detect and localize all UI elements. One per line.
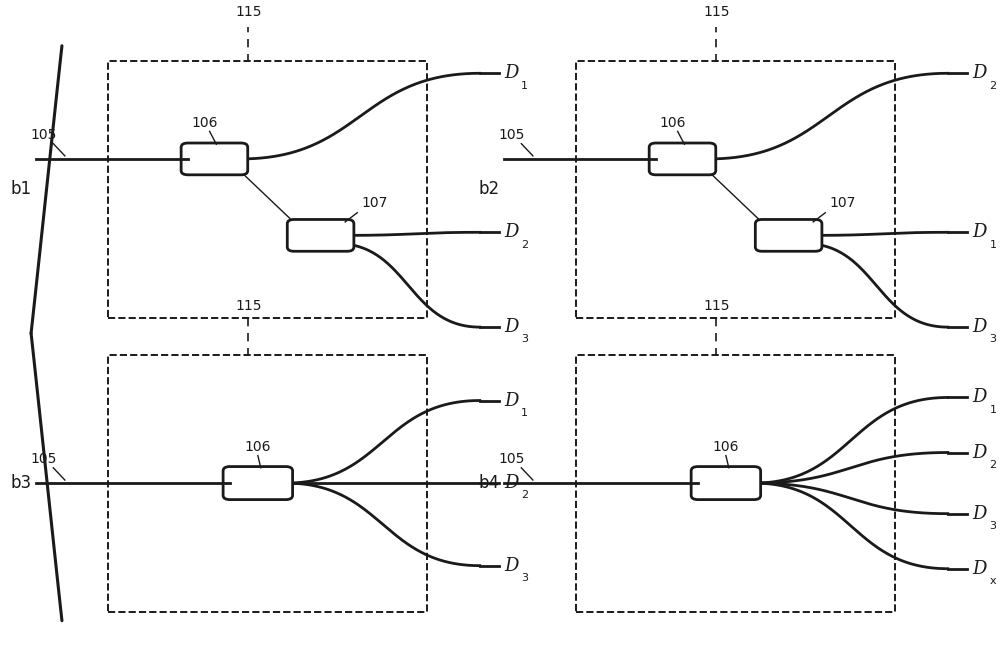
Text: 3: 3 [989, 335, 996, 344]
Text: b4: b4 [479, 474, 500, 492]
Text: 105: 105 [498, 452, 525, 466]
Text: D: D [972, 65, 986, 82]
Text: D: D [504, 224, 518, 242]
Text: b2: b2 [479, 180, 500, 198]
Text: 106: 106 [660, 116, 686, 130]
Text: D: D [972, 505, 986, 523]
FancyBboxPatch shape [649, 143, 716, 175]
Text: b3: b3 [11, 474, 32, 492]
Text: b1: b1 [11, 180, 32, 198]
Text: 1: 1 [521, 408, 528, 418]
FancyBboxPatch shape [181, 143, 248, 175]
Text: 1: 1 [989, 405, 996, 415]
Text: 115: 115 [703, 5, 729, 19]
Text: 105: 105 [498, 128, 525, 141]
Text: 2: 2 [989, 81, 996, 90]
Text: 115: 115 [703, 299, 729, 313]
FancyBboxPatch shape [691, 466, 761, 499]
Text: 106: 106 [192, 116, 218, 130]
Text: D: D [972, 318, 986, 336]
Text: 3: 3 [989, 521, 996, 531]
Text: 105: 105 [30, 452, 57, 466]
Text: D: D [504, 557, 518, 575]
Text: 115: 115 [235, 5, 261, 19]
Text: D: D [504, 65, 518, 82]
Text: 106: 106 [713, 440, 739, 453]
Text: 3: 3 [521, 573, 528, 583]
Text: 1: 1 [989, 240, 996, 249]
Text: 1: 1 [521, 81, 528, 90]
Text: D: D [972, 559, 986, 578]
Text: 105: 105 [30, 128, 57, 141]
Text: D: D [504, 474, 518, 492]
Text: 107: 107 [829, 196, 856, 211]
Text: 107: 107 [361, 196, 387, 211]
Text: 2: 2 [521, 490, 528, 501]
Text: 2: 2 [989, 460, 996, 470]
Text: D: D [504, 318, 518, 336]
Text: 2: 2 [521, 240, 528, 249]
Text: 106: 106 [245, 440, 271, 453]
Text: D: D [972, 444, 986, 461]
Text: 115: 115 [235, 299, 261, 313]
FancyBboxPatch shape [223, 466, 293, 499]
Text: D: D [504, 391, 518, 410]
FancyBboxPatch shape [755, 220, 822, 251]
Text: D: D [972, 224, 986, 242]
Text: x: x [989, 576, 996, 586]
Text: 3: 3 [521, 335, 528, 344]
Text: D: D [972, 388, 986, 406]
FancyBboxPatch shape [287, 220, 354, 251]
